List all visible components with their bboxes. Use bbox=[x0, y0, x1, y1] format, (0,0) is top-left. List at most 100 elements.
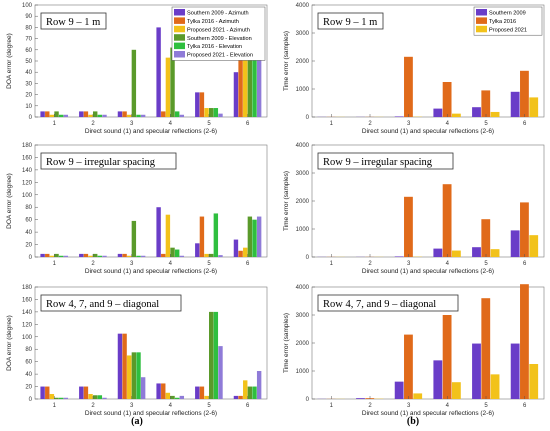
bar bbox=[93, 395, 98, 399]
y-tick-label: 180 bbox=[22, 285, 33, 291]
bar bbox=[442, 315, 452, 399]
legend-swatch bbox=[174, 17, 185, 24]
legend-swatch bbox=[174, 25, 185, 33]
bar bbox=[433, 360, 443, 399]
x-tick-label: 4 bbox=[169, 403, 173, 409]
chart-panel-6: 0 1000 2000 3000 4000 1 2 3 4 5 6 Direct sound (1) … bbox=[283, 284, 545, 417]
x-tick-label: 1 bbox=[330, 261, 334, 267]
bar bbox=[83, 111, 89, 117]
bar bbox=[83, 253, 89, 257]
bar bbox=[127, 114, 132, 117]
bar bbox=[140, 377, 146, 399]
bar bbox=[490, 111, 500, 117]
y-tick-label: 30 bbox=[25, 81, 32, 87]
bar bbox=[88, 114, 93, 117]
x-tick-label: 2 bbox=[91, 121, 95, 127]
bar bbox=[213, 213, 219, 257]
y-tick-label: 100 bbox=[22, 3, 33, 9]
bar bbox=[256, 216, 262, 257]
bar bbox=[136, 352, 141, 399]
bar bbox=[433, 108, 443, 117]
bar bbox=[243, 380, 248, 399]
bar bbox=[218, 255, 223, 257]
x-tick-label: 1 bbox=[330, 403, 334, 409]
chart-panel-1: 0 10 20 30 40 50 60 70 80 90 100 1 2 3 4 5 6 Direct sound… bbox=[6, 3, 268, 135]
bar bbox=[529, 364, 539, 399]
bar bbox=[122, 333, 127, 399]
bar bbox=[195, 243, 200, 257]
y-tick-label: 1000 bbox=[296, 87, 310, 93]
panel-title: Row 9 – 1 m bbox=[323, 17, 377, 28]
bar bbox=[97, 114, 103, 117]
x-tick-label: 5 bbox=[484, 403, 488, 409]
bar bbox=[247, 216, 253, 257]
y-tick-label: 90 bbox=[25, 14, 32, 20]
y-tick-label: 140 bbox=[22, 310, 33, 316]
bar bbox=[209, 108, 214, 117]
y-tick-label: 140 bbox=[22, 168, 33, 174]
y-tick-label: 20 bbox=[25, 93, 32, 99]
y-axis-label: Time error (samples) bbox=[283, 171, 290, 231]
bar bbox=[63, 114, 69, 117]
y-axis-label: DOA error (degree) bbox=[6, 33, 13, 89]
bar bbox=[88, 255, 93, 257]
y-tick-label: 0 bbox=[29, 115, 33, 121]
bar bbox=[404, 56, 413, 117]
bar bbox=[179, 255, 185, 257]
bar bbox=[404, 334, 413, 399]
bar bbox=[179, 114, 185, 117]
y-tick-label: 20 bbox=[25, 243, 32, 249]
bar bbox=[451, 250, 461, 257]
bar bbox=[510, 230, 520, 257]
x-tick-label: 6 bbox=[246, 403, 250, 409]
bar bbox=[199, 386, 205, 399]
legend-swatch bbox=[174, 9, 185, 16]
legend-swatch bbox=[476, 9, 487, 16]
bar bbox=[195, 386, 200, 399]
bar bbox=[93, 111, 98, 117]
x-tick-label: 2 bbox=[91, 261, 95, 267]
bar bbox=[199, 216, 205, 257]
bar bbox=[238, 250, 243, 257]
y-tick-label: 2000 bbox=[296, 341, 310, 347]
bar bbox=[529, 97, 539, 117]
bar bbox=[40, 253, 45, 257]
bar bbox=[451, 113, 461, 117]
bar bbox=[156, 207, 161, 257]
bar bbox=[356, 398, 365, 399]
bar bbox=[174, 249, 180, 257]
bar bbox=[490, 249, 500, 257]
panel-title: Row 9 – irregular spacing bbox=[323, 157, 433, 168]
bar bbox=[156, 27, 161, 117]
x-axis-label: Direct sound (1) and specular reflection… bbox=[85, 268, 217, 275]
y-tick-label: 2000 bbox=[296, 59, 310, 65]
x-tick-label: 6 bbox=[246, 121, 250, 127]
x-tick-label: 5 bbox=[207, 121, 211, 127]
bar bbox=[165, 57, 171, 117]
y-tick-label: 4000 bbox=[296, 3, 310, 9]
y-tick-label: 160 bbox=[22, 297, 33, 303]
x-tick-label: 5 bbox=[484, 121, 488, 127]
panel-title: Row 9 – 1 m bbox=[46, 17, 100, 28]
x-tick-label: 3 bbox=[407, 261, 411, 267]
y-tick-label: 100 bbox=[22, 193, 33, 199]
bar bbox=[131, 49, 137, 117]
x-tick-label: 1 bbox=[53, 261, 57, 267]
bar bbox=[247, 47, 253, 118]
panel-title: Row 4, 7, and 9 – diagonal bbox=[46, 299, 159, 310]
y-tick-label: 0 bbox=[29, 255, 33, 261]
x-axis-label: Direct sound (1) and specular reflection… bbox=[362, 268, 494, 275]
y-tick-label: 1000 bbox=[296, 227, 310, 233]
bar bbox=[510, 91, 520, 117]
x-tick-label: 5 bbox=[207, 261, 211, 267]
x-tick-label: 3 bbox=[130, 261, 134, 267]
bar bbox=[88, 394, 93, 399]
bar bbox=[252, 47, 257, 118]
bar bbox=[442, 82, 452, 117]
bar bbox=[252, 219, 257, 257]
x-tick-label: 2 bbox=[91, 403, 95, 409]
y-tick-label: 160 bbox=[22, 155, 33, 161]
bar bbox=[165, 214, 171, 257]
panel-title-box bbox=[317, 12, 384, 30]
bar bbox=[156, 383, 161, 399]
